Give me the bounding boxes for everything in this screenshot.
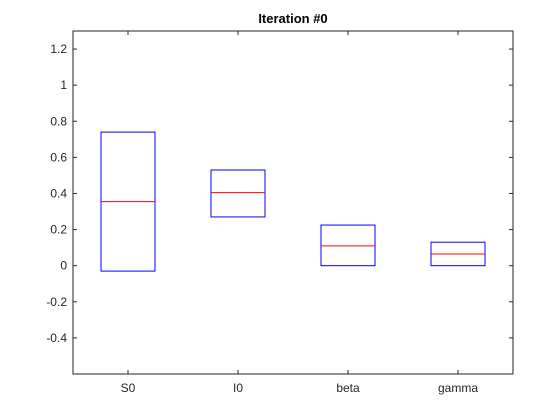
y-tick-label: -0.4 xyxy=(46,331,67,345)
y-tick-label: 0.8 xyxy=(50,114,67,128)
y-tick-label: 1 xyxy=(60,78,67,92)
x-tick-label: I0 xyxy=(233,381,243,395)
y-tick-label: -0.2 xyxy=(46,295,67,309)
y-tick-label: 0.2 xyxy=(50,223,67,237)
chart-title: Iteration #0 xyxy=(258,11,327,26)
x-tick-label: beta xyxy=(336,381,360,395)
y-axis: -0.4 -0.2 0 0.2 0.4 0.6 0.8 1 1.2 xyxy=(46,42,513,345)
y-tick-label: 0 xyxy=(60,259,67,273)
x-tick-label: S0 xyxy=(121,381,136,395)
box-I0 xyxy=(210,169,266,218)
y-tick-label: 0.4 xyxy=(50,186,67,200)
box-series xyxy=(100,131,486,272)
x-tick-label: gamma xyxy=(438,381,478,395)
plot-area xyxy=(72,30,514,375)
y-tick-label: 1.2 xyxy=(50,42,67,56)
x-axis: S0 I0 beta gamma xyxy=(121,31,478,395)
y-tick-label: 0.6 xyxy=(50,150,67,164)
